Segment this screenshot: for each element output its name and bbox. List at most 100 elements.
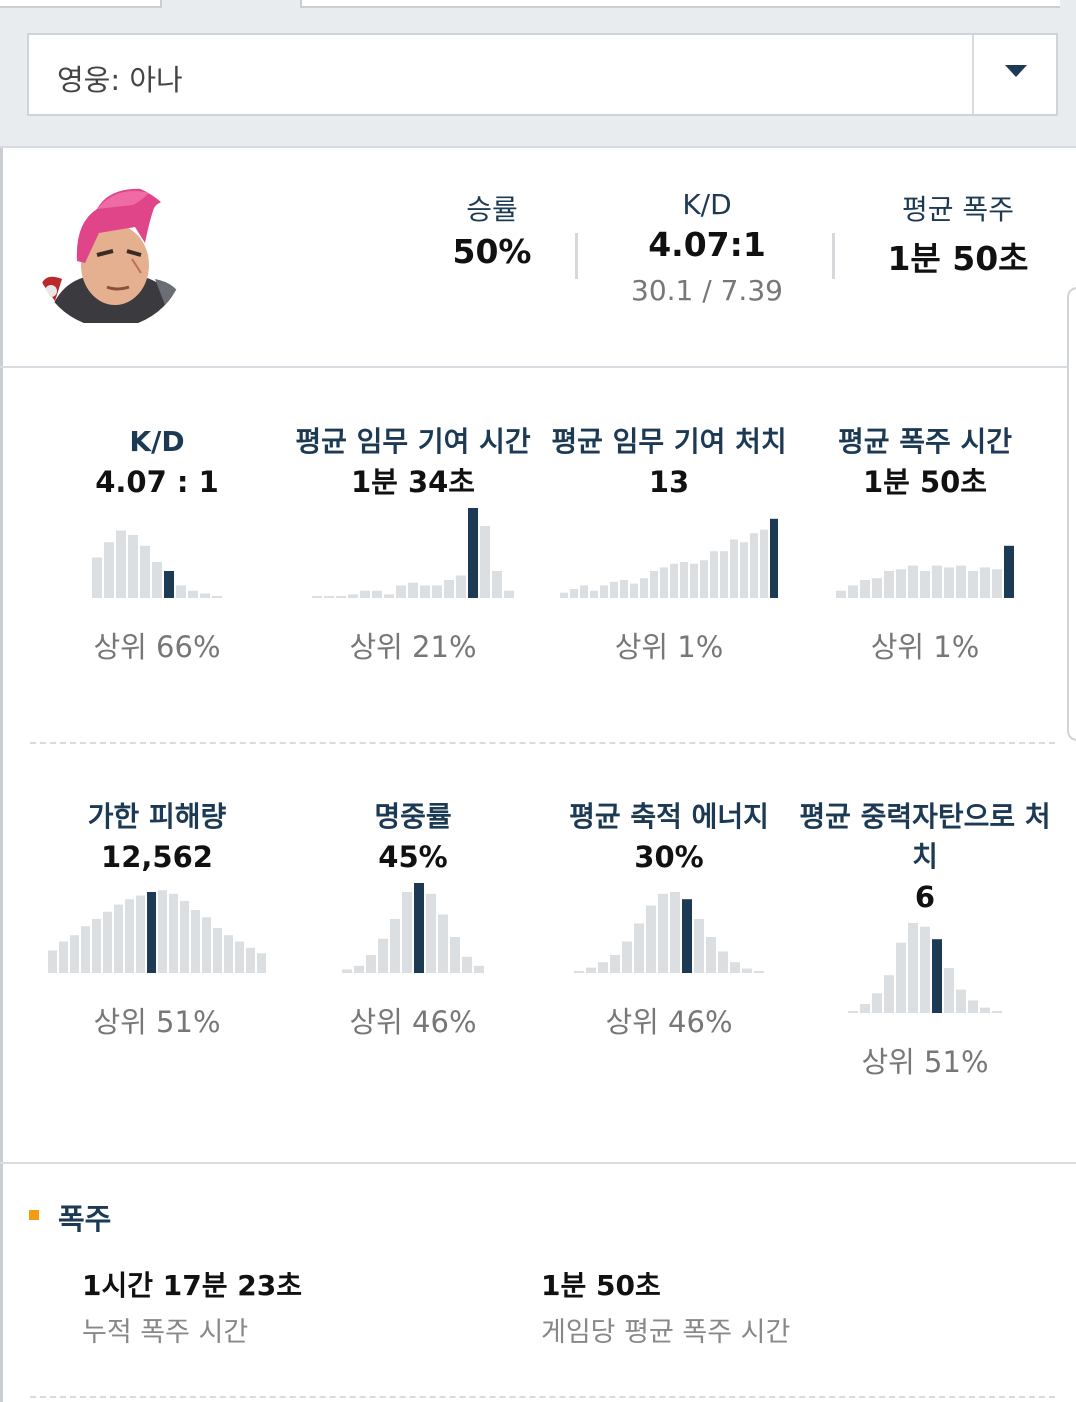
tab-strip (0, 0, 1060, 8)
histogram-bar (348, 594, 358, 598)
stat-rank: 상위 46% (605, 1005, 733, 1039)
stat-title: 평균 중력자탄으로 처치 (799, 800, 1051, 873)
chevron-down-icon[interactable] (1005, 65, 1027, 77)
histogram-bar (176, 585, 186, 598)
histogram-bar (257, 953, 266, 973)
histogram-bar (690, 563, 698, 598)
histogram-bar (336, 596, 346, 598)
histogram-bar (992, 569, 1002, 598)
hero-avatar (37, 183, 185, 328)
histogram-bar (640, 578, 648, 598)
card-top-border (0, 146, 1076, 148)
histogram-bar (180, 901, 189, 973)
histogram-bar (944, 968, 954, 1013)
histogram-bar (574, 971, 584, 973)
hero-select[interactable]: 영웅: 아나 (27, 33, 1058, 116)
histogram-bar (360, 590, 370, 598)
histogram-bar-current (1004, 545, 1014, 598)
histogram-bar (694, 919, 704, 973)
histogram-bar (884, 571, 894, 598)
avg-burst-label: 게임당 평균 폭주 시간 (541, 1317, 791, 1348)
select-divider (972, 35, 974, 114)
histogram-bar-current (147, 892, 156, 973)
histogram-bar (125, 899, 134, 973)
histogram-bar-current (468, 508, 478, 598)
histogram-bar (920, 571, 930, 598)
stat-rank: 상위 1% (614, 630, 724, 664)
stat-title: K/D (129, 425, 185, 458)
histogram-bar (980, 1007, 990, 1013)
hero-select-label: 영웅: 아나 (57, 63, 183, 97)
histogram-bar (620, 580, 628, 598)
histogram-bar (140, 545, 150, 598)
histogram-bar (116, 530, 126, 598)
histogram-bar (480, 526, 490, 598)
histogram-bar (402, 892, 412, 973)
histogram-bar (730, 539, 738, 598)
histogram-bar (48, 950, 57, 973)
bottom-divider (30, 1396, 1055, 1398)
histogram-bar (956, 989, 966, 1013)
histogram-bar (710, 551, 718, 598)
histogram-bar (202, 917, 211, 973)
histogram-bar (372, 590, 382, 598)
histogram-bar (570, 589, 578, 598)
histogram-bar (474, 965, 484, 973)
histogram-bar (968, 571, 978, 598)
histogram-bar (136, 895, 145, 973)
histogram-bar (580, 585, 588, 598)
histogram-bar (200, 593, 210, 598)
total-burst-value: 1시간 17분 23초 (82, 1269, 302, 1302)
stat-title: 평균 폭주 시간 (837, 425, 1013, 458)
summary-kd: K/D 4.07:1 30.1 / 7.39 (607, 188, 807, 307)
stat-title: 명중률 (374, 800, 452, 833)
histogram-bar (224, 935, 233, 973)
histogram-bar (622, 941, 632, 973)
histogram-bar (730, 962, 740, 973)
burst-label: 평균 폭주 (902, 193, 1014, 226)
distribution-histogram (560, 518, 778, 598)
histogram-bar (426, 893, 436, 973)
stat-objective-time: 평균 임무 기여 시간 1분 34초 상위 21% (285, 422, 541, 666)
histogram-bar (598, 962, 608, 973)
stat-value: 30% (634, 840, 704, 874)
histogram-bar (646, 905, 656, 973)
kd-label: K/D (682, 188, 732, 221)
histogram-bar (420, 585, 430, 598)
stat-rank: 상위 46% (349, 1005, 477, 1039)
stat-accuracy: 명중률 45% 상위 46% (285, 797, 541, 1041)
histogram-bar (158, 890, 167, 973)
histogram-bar (384, 594, 394, 598)
section-marker-icon (29, 1210, 39, 1220)
histogram-bar (450, 937, 460, 973)
stat-value: 1분 50초 (863, 465, 987, 499)
stat-rank: 상위 51% (861, 1045, 989, 1079)
stat-title: 평균 임무 기여 시간 (295, 425, 531, 458)
section-divider (0, 1162, 1076, 1164)
stat-title: 평균 임무 기여 처치 (551, 425, 787, 458)
histogram-bar (680, 562, 688, 598)
histogram-bar (213, 928, 222, 973)
histogram-bar (128, 535, 138, 598)
histogram-bar (932, 565, 942, 598)
histogram-bar (114, 904, 123, 973)
histogram-bar (342, 969, 352, 973)
scroll-handle[interactable] (1067, 287, 1076, 741)
histogram-bar (992, 1011, 1002, 1013)
histogram-bar (169, 893, 178, 973)
histogram-bar (432, 585, 442, 598)
histogram-bar (760, 529, 768, 598)
total-burst-label: 누적 폭주 시간 (82, 1317, 249, 1348)
histogram-bar (884, 975, 894, 1013)
winrate-label: 승률 (466, 193, 518, 226)
distribution-histogram (342, 883, 484, 973)
histogram-bar (658, 893, 668, 973)
histogram-bar (504, 590, 514, 598)
histogram-bar (670, 892, 680, 973)
kd-value: 4.07:1 (648, 225, 766, 264)
histogram-bar (908, 923, 918, 1013)
histogram-bar (408, 582, 418, 598)
tab-active[interactable] (160, 0, 302, 8)
histogram-bar (396, 585, 406, 598)
stat-burst-time: 평균 폭주 시간 1분 50초 상위 1% (797, 422, 1053, 666)
